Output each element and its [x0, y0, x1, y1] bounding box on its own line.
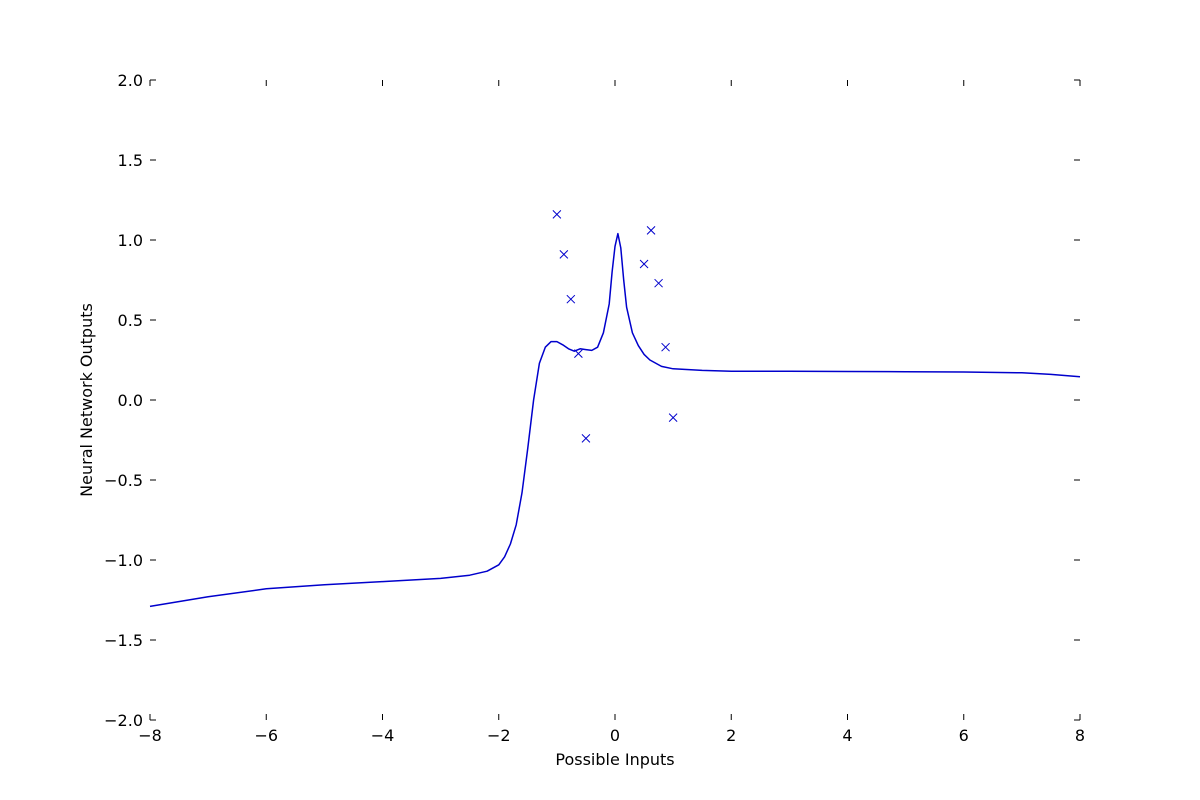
marker-stroke: [661, 342, 670, 352]
scatter-point: [654, 278, 663, 288]
scatter-point: [559, 250, 569, 259]
tick-labels: −8 −6 −4 −2 0 2 4 6 8 −2.0 −1.5 −1.0 −0.5 0.0 0.5 1.0 1.…: [104, 71, 1085, 745]
scatter-point: [574, 349, 583, 358]
x-tick-label: −6: [254, 726, 278, 745]
scatter-point: [639, 259, 649, 269]
y-tick-label: −1.5: [104, 631, 143, 650]
x-tick-label: −4: [371, 726, 395, 745]
y-tick-label: 1.5: [118, 151, 143, 170]
scatter-point: [566, 294, 576, 304]
marker-stroke: [654, 278, 663, 288]
x-axis-label: Possible Inputs: [555, 750, 674, 769]
scatter-point: [661, 342, 670, 352]
x-tick-label: 8: [1075, 726, 1085, 745]
scatter-point: [668, 413, 678, 422]
scatter-point: [552, 210, 562, 219]
y-tick-label: 2.0: [118, 71, 143, 90]
x-tick-label: 6: [959, 726, 969, 745]
y-tick-label: −1.0: [104, 551, 143, 570]
y-axis-label: Neural Network Outputs: [77, 303, 96, 497]
y-tick-label: −0.5: [104, 471, 143, 490]
plot-series: [149, 210, 1081, 608]
marker-stroke: [552, 210, 562, 219]
series-line: [149, 232, 1081, 608]
scatter-point: [581, 434, 591, 443]
marker-stroke: [639, 259, 649, 269]
y-tick-label: 1.0: [118, 231, 143, 250]
scatter-point: [646, 226, 656, 235]
x-tick-label: 2: [726, 726, 736, 745]
marker-stroke: [646, 226, 656, 235]
marker-stroke: [668, 413, 678, 422]
x-tick-label: 0: [610, 726, 620, 745]
ticks: [149, 79, 1081, 721]
marker-stroke: [581, 434, 591, 443]
x-tick-label: −2: [487, 726, 511, 745]
y-tick-label: −2.0: [104, 711, 143, 730]
marker-stroke: [566, 294, 576, 304]
marker-stroke: [559, 250, 569, 259]
x-tick-label: −8: [138, 726, 162, 745]
y-tick-label: 0.0: [118, 391, 143, 410]
x-tick-label: 4: [842, 726, 852, 745]
marker-stroke: [574, 349, 583, 358]
y-tick-label: 0.5: [118, 311, 143, 330]
